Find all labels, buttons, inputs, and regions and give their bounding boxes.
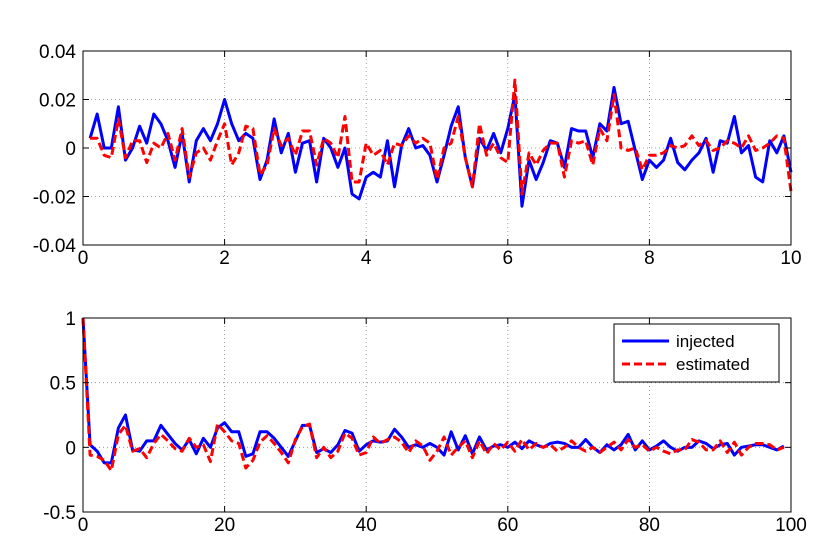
x-tick-label: 4 — [361, 248, 372, 269]
legend-box — [613, 323, 780, 383]
series-group — [81, 317, 785, 473]
series-line-series-1 — [88, 85, 793, 208]
y-tick-label: 0.02 — [39, 91, 76, 112]
x-tick-label: 10 — [780, 248, 801, 269]
top-chart: 0 2 4 6 8 10 -0.04 -0.02 0 0.02 0.04 — [33, 42, 802, 269]
plot-area — [83, 51, 791, 245]
x-tick-label: 8 — [644, 248, 655, 269]
axes-box — [82, 317, 792, 513]
x-tick-label: 80 — [639, 515, 660, 536]
y-tick-label: 0 — [65, 139, 76, 160]
y-tick-label: -0.04 — [33, 236, 77, 257]
x-tick-label: 0 — [78, 248, 89, 269]
x-tick-label: 60 — [497, 515, 518, 536]
x-tick-label: 2 — [219, 248, 230, 269]
series-line-series-2 — [90, 78, 793, 196]
y-tick-label: -0.5 — [43, 503, 76, 524]
x-tick-label: 40 — [356, 515, 377, 536]
y-tick-label: 0.04 — [39, 42, 76, 63]
y-tick-label: 1 — [65, 309, 76, 330]
legend-label-injected: injected — [676, 332, 735, 351]
series-group — [88, 78, 793, 208]
x-tick-label: 20 — [214, 515, 235, 536]
legend: injected estimated — [613, 323, 780, 383]
series-line-injected — [81, 317, 785, 465]
series-line-estimated — [81, 317, 785, 473]
x-tick-label: 6 — [503, 248, 514, 269]
x-tick-label: 100 — [775, 515, 807, 536]
x-tick-label: 0 — [78, 515, 89, 536]
legend-label-estimated: estimated — [676, 355, 750, 374]
y-tick-label: 0.5 — [50, 374, 76, 395]
y-tick-label: 0 — [65, 438, 76, 459]
y-tick-label: -0.02 — [33, 188, 76, 209]
